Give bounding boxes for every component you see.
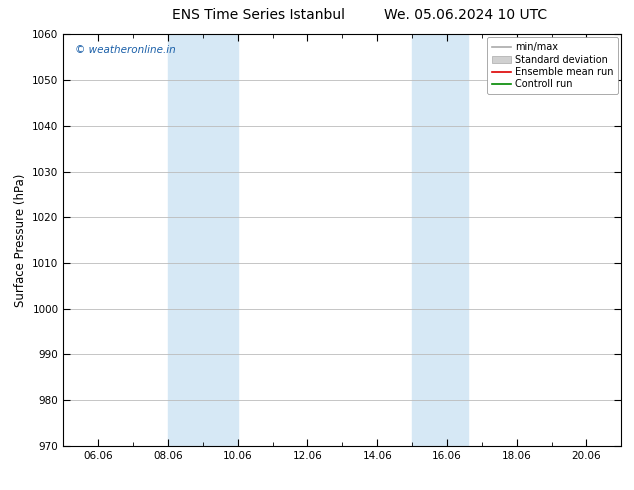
Bar <box>412 34 468 446</box>
Y-axis label: Surface Pressure (hPa): Surface Pressure (hPa) <box>14 173 27 307</box>
Text: © weatheronline.in: © weatheronline.in <box>75 45 176 54</box>
Text: We. 05.06.2024 10 UTC: We. 05.06.2024 10 UTC <box>384 8 547 22</box>
Text: ENS Time Series Istanbul: ENS Time Series Istanbul <box>172 8 345 22</box>
Bar <box>168 34 238 446</box>
Legend: min/max, Standard deviation, Ensemble mean run, Controll run: min/max, Standard deviation, Ensemble me… <box>487 37 618 94</box>
